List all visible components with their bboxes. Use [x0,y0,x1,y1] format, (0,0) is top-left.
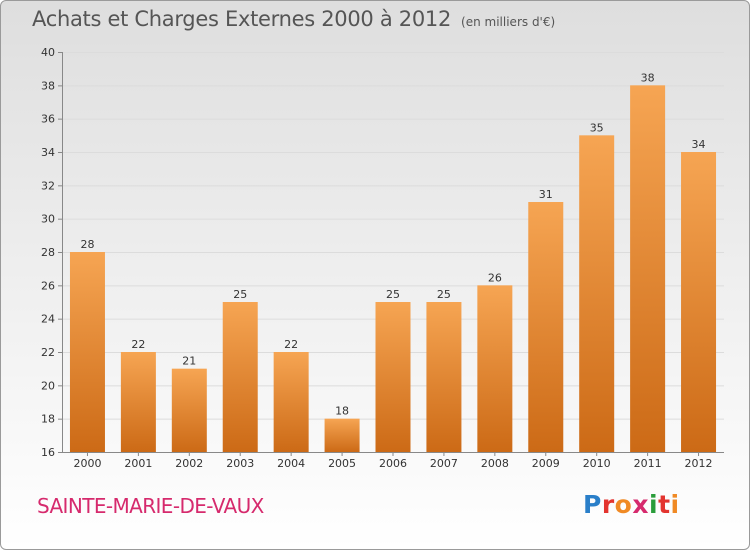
x-tick-label: 2002 [175,457,203,470]
y-tick-label: 20 [41,379,55,392]
bar [375,302,411,452]
proxiti-logo[interactable]: Proxiti [583,490,680,519]
chart-subtitle: (en milliers d'€) [461,15,556,29]
value-label: 18 [335,405,349,418]
logo-letter: r [601,490,615,519]
x-tick-label: 2008 [481,457,509,470]
bar [273,352,309,452]
y-tick-label: 22 [41,346,55,359]
value-label: 22 [131,338,145,351]
x-tick-label: 2012 [685,457,713,470]
y-tick-label: 32 [41,179,55,192]
bar [426,302,462,452]
y-tick-label: 24 [41,313,55,326]
title-row: Achats et Charges Externes 2000 à 2012 (e… [32,7,555,31]
value-label: 35 [590,121,604,134]
x-tick-label: 2003 [226,457,254,470]
bars [69,85,717,453]
logo-letter: t [658,490,671,519]
value-label: 25 [386,288,400,301]
bar [681,152,717,452]
commune-name: SAINTE-MARIE-DE-VAUX [37,494,264,518]
y-tick-label: 18 [41,413,55,426]
value-label: 28 [80,238,94,251]
bar [528,202,564,452]
chart-title: Achats et Charges Externes 2000 à 2012 [32,7,452,31]
value-label: 22 [284,338,298,351]
logo-letter: o [614,490,633,519]
value-label: 38 [641,71,655,84]
logo-letter: i [670,490,680,519]
y-tick-label: 26 [41,279,55,292]
value-label: 34 [692,138,706,151]
value-label: 31 [539,188,553,201]
x-tick-label: 2007 [430,457,458,470]
x-tick-label: 2000 [73,457,101,470]
y-tick-label: 30 [41,213,55,226]
value-label: 21 [182,355,196,368]
labels: 16 18 20 22 24 26 28 30 32 34 36 38 40 28 2000 22 2001 21… [41,46,713,470]
y-tick-label: 40 [41,46,55,59]
logo-letter: i [649,490,659,519]
bar [324,418,360,452]
x-tick-label: 2006 [379,457,407,470]
y-tick-label: 28 [41,246,55,259]
value-label: 26 [488,271,502,284]
x-tick-label: 2009 [532,457,560,470]
x-tick-label: 2005 [328,457,356,470]
bar [222,302,258,452]
y-tick-label: 38 [41,79,55,92]
axes [58,52,724,456]
bar [171,368,207,452]
logo-letter: x [632,490,649,519]
x-tick-label: 2011 [634,457,662,470]
logo-letter: P [583,490,602,519]
value-label: 25 [233,288,247,301]
y-tick-label: 34 [41,146,55,159]
bar [579,135,615,453]
value-label: 25 [437,288,451,301]
bar [69,252,105,452]
bar [477,285,513,452]
bar [120,352,156,452]
y-tick-label: 36 [41,113,55,126]
x-tick-label: 2001 [124,457,152,470]
y-tick-label: 16 [41,446,55,459]
x-tick-label: 2010 [583,457,611,470]
bar [630,85,666,452]
x-tick-label: 2004 [277,457,305,470]
